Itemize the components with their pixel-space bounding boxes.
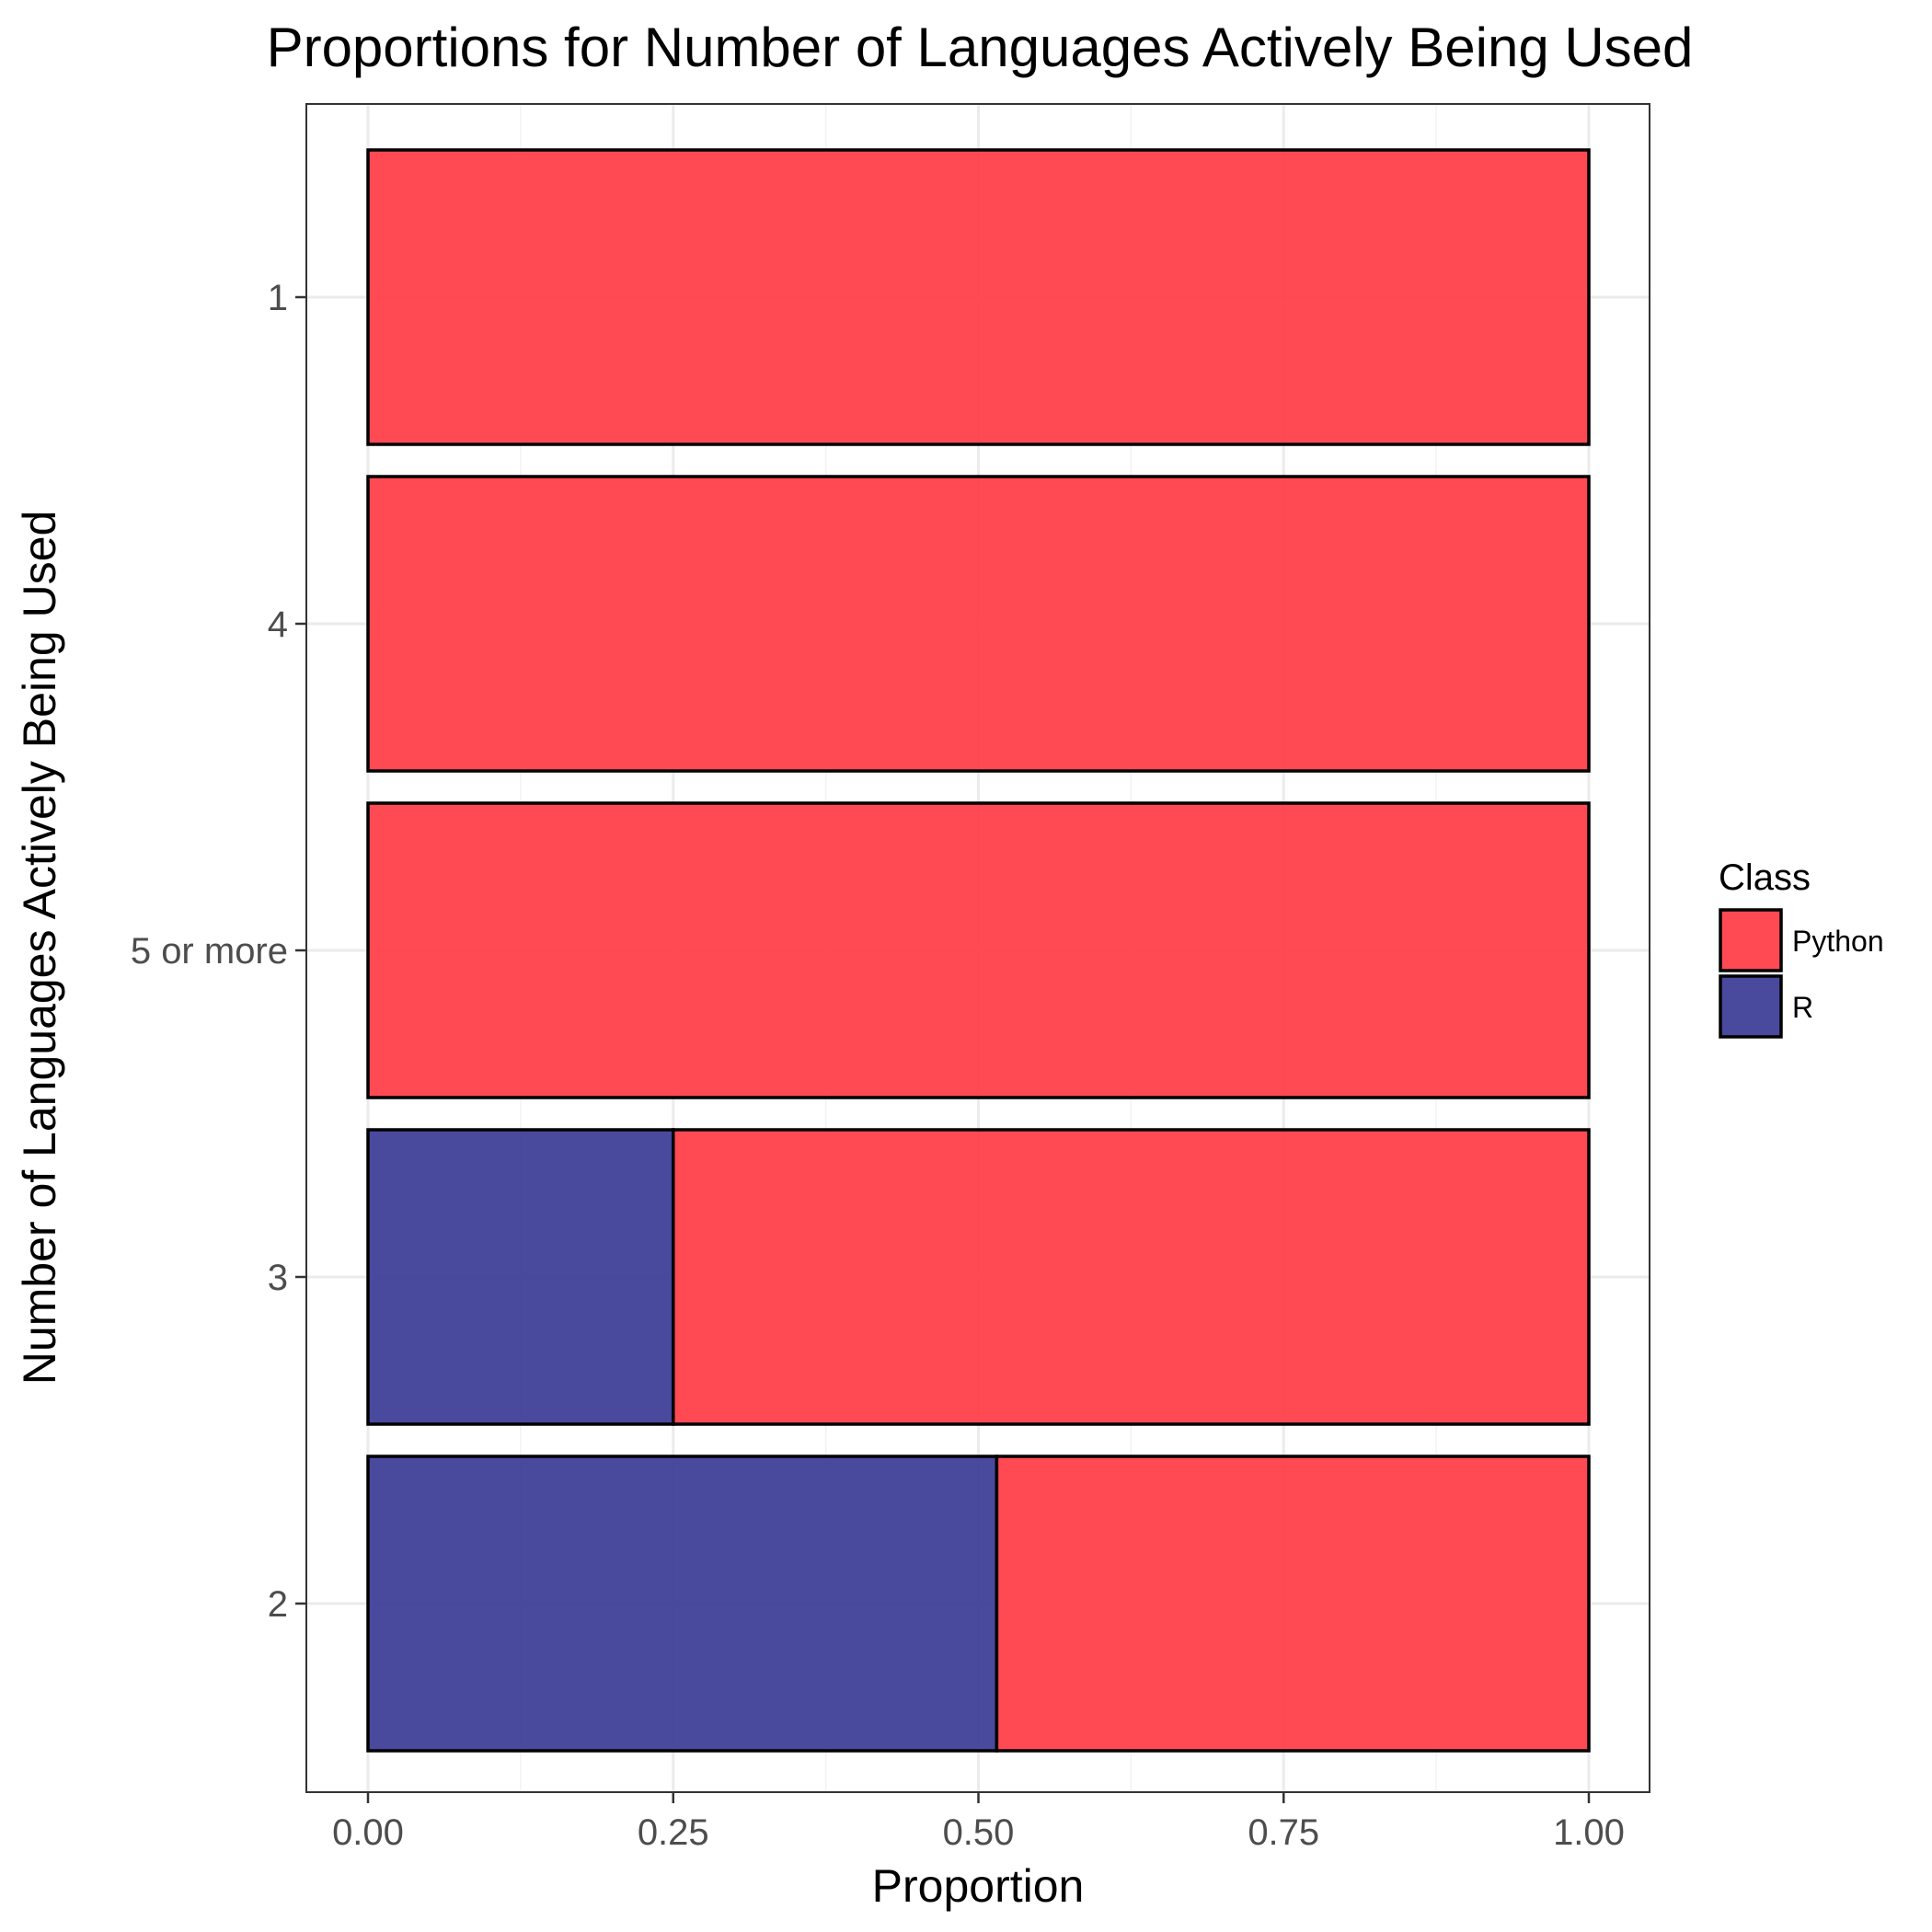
bar-r-3	[366, 1128, 675, 1426]
legend-key-python	[1719, 908, 1783, 972]
legend-label: Python	[1792, 925, 1884, 958]
x-tick-label: 0.25	[638, 1812, 709, 1853]
bar-python-3	[672, 1128, 1591, 1426]
axis-ticks: 0.00 0.25 0.50 0.75 1.00 1 4 5 or more 3 2	[131, 278, 1625, 1853]
y-tick-label: 5 or more	[131, 931, 288, 972]
bar-python-2	[366, 801, 1591, 1099]
x-tick-label: 0.00	[332, 1812, 404, 1853]
bar-python-0	[366, 148, 1591, 446]
y-axis-title: Number of Languages Actively Being Used	[14, 511, 65, 1386]
x-axis-title: Proportion	[872, 1860, 1085, 1912]
chart-title: Proportions for Number of Languages Acti…	[267, 17, 1694, 78]
legend-title: Class	[1719, 857, 1811, 898]
x-tick-label: 1.00	[1553, 1812, 1625, 1853]
y-tick-label: 2	[268, 1584, 288, 1625]
bar-python-4	[995, 1455, 1591, 1753]
x-tick-label: 0.50	[943, 1812, 1015, 1853]
bar-python-1	[366, 475, 1591, 773]
legend: Class Python R	[1719, 857, 1884, 1039]
y-tick-label: 3	[268, 1258, 288, 1298]
legend-label: R	[1792, 991, 1813, 1024]
y-tick-label: 4	[268, 604, 288, 645]
x-tick-label: 0.75	[1248, 1812, 1319, 1853]
bar-r-4	[366, 1455, 999, 1753]
bars	[366, 148, 1591, 1753]
y-tick-label: 1	[268, 278, 288, 318]
legend-key-r	[1719, 974, 1783, 1039]
